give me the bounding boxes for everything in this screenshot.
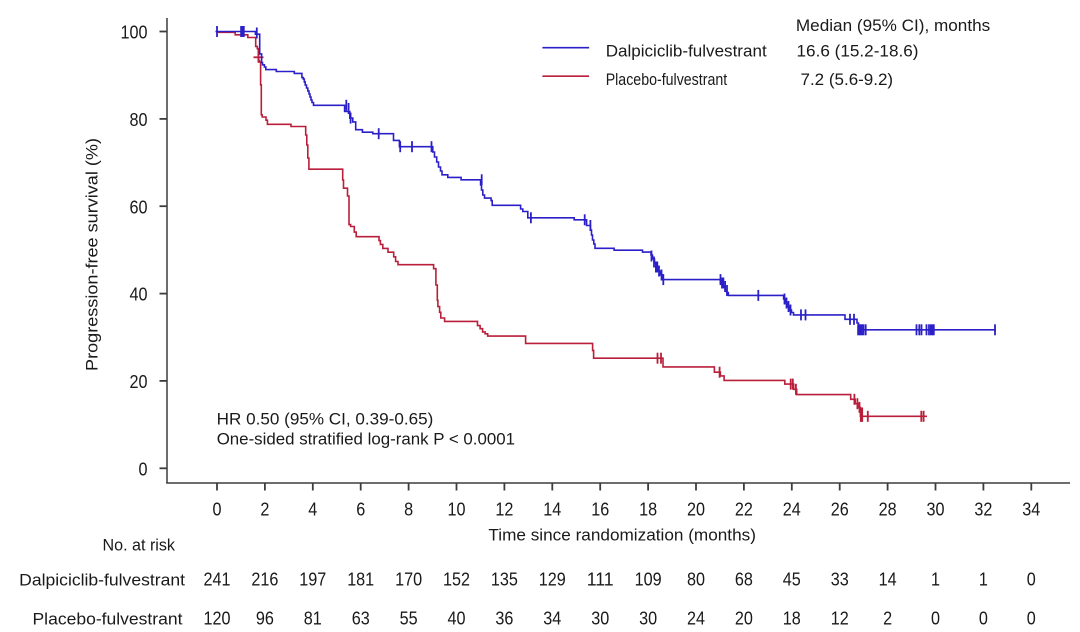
svg-text:2: 2 [883, 608, 892, 629]
svg-text:20: 20 [735, 608, 753, 629]
svg-text:2: 2 [260, 499, 269, 520]
svg-text:68: 68 [735, 569, 753, 590]
svg-text:63: 63 [352, 608, 370, 629]
svg-text:18: 18 [639, 499, 657, 520]
svg-text:96: 96 [256, 608, 274, 629]
svg-text:32: 32 [974, 499, 992, 520]
svg-text:HR 0.50 (95% CI, 0.39-0.65): HR 0.50 (95% CI, 0.39-0.65) [217, 410, 434, 429]
svg-text:181: 181 [347, 569, 374, 590]
svg-text:0: 0 [213, 499, 222, 520]
svg-text:109: 109 [635, 569, 662, 590]
svg-text:Progression-free survival (%): Progression-free survival (%) [83, 138, 102, 371]
svg-text:0: 0 [1027, 569, 1036, 590]
svg-text:16: 16 [591, 499, 609, 520]
svg-text:0: 0 [931, 608, 940, 629]
svg-text:30: 30 [639, 608, 657, 629]
svg-text:216: 216 [251, 569, 278, 590]
svg-text:170: 170 [395, 569, 422, 590]
svg-text:197: 197 [299, 569, 326, 590]
svg-text:12: 12 [495, 499, 513, 520]
svg-text:Time since randomization (mont: Time since randomization (months) [488, 526, 756, 545]
svg-text:60: 60 [130, 196, 148, 217]
svg-text:152: 152 [443, 569, 470, 590]
svg-text:80: 80 [130, 109, 148, 130]
svg-text:40: 40 [448, 608, 466, 629]
svg-text:24: 24 [687, 608, 705, 629]
svg-text:36: 36 [495, 608, 513, 629]
svg-text:4: 4 [308, 499, 317, 520]
svg-text:One-sided stratified log-rank: One-sided stratified log-rank P < 0.0001 [217, 430, 515, 449]
svg-text:80: 80 [687, 569, 705, 590]
svg-text:55: 55 [400, 608, 418, 629]
svg-text:30: 30 [591, 608, 609, 629]
svg-text:Median (95% CI), months: Median (95% CI), months [796, 16, 990, 35]
svg-text:129: 129 [539, 569, 566, 590]
svg-text:40: 40 [130, 284, 148, 305]
svg-text:26: 26 [831, 499, 849, 520]
svg-text:6: 6 [356, 499, 365, 520]
svg-text:10: 10 [448, 499, 466, 520]
svg-text:24: 24 [783, 499, 801, 520]
svg-text:34: 34 [543, 608, 561, 629]
svg-text:12: 12 [831, 608, 849, 629]
svg-text:111: 111 [587, 569, 614, 590]
svg-text:22: 22 [735, 499, 753, 520]
svg-text:Placebo-fulvestrant: Placebo-fulvestrant [606, 70, 728, 89]
svg-text:Placebo-fulvestrant: Placebo-fulvestrant [33, 609, 183, 628]
svg-text:16.6 (15.2-18.6): 16.6 (15.2-18.6) [797, 42, 919, 61]
svg-text:Dalpiciclib-fulvestrant: Dalpiciclib-fulvestrant [606, 42, 767, 61]
svg-text:100: 100 [121, 22, 148, 43]
svg-text:33: 33 [831, 569, 849, 590]
svg-text:Dalpiciclib-fulvestrant: Dalpiciclib-fulvestrant [19, 571, 185, 590]
svg-text:0: 0 [1027, 608, 1036, 629]
svg-text:28: 28 [879, 499, 897, 520]
svg-text:1: 1 [979, 569, 988, 590]
svg-text:135: 135 [491, 569, 518, 590]
svg-text:14: 14 [879, 569, 897, 590]
svg-text:241: 241 [204, 569, 231, 590]
svg-text:18: 18 [783, 608, 801, 629]
svg-text:45: 45 [783, 569, 801, 590]
svg-text:14: 14 [543, 499, 561, 520]
svg-text:20: 20 [130, 371, 148, 392]
svg-text:34: 34 [1022, 499, 1040, 520]
svg-text:30: 30 [927, 499, 945, 520]
svg-text:No. at risk: No. at risk [103, 537, 176, 555]
svg-text:120: 120 [204, 608, 231, 629]
svg-text:20: 20 [687, 499, 705, 520]
svg-text:8: 8 [404, 499, 413, 520]
svg-text:1: 1 [931, 569, 940, 590]
svg-text:0: 0 [139, 458, 148, 479]
svg-text:81: 81 [304, 608, 322, 629]
svg-text:7.2 (5.6-9.2): 7.2 (5.6-9.2) [801, 70, 894, 89]
svg-text:0: 0 [979, 608, 988, 629]
